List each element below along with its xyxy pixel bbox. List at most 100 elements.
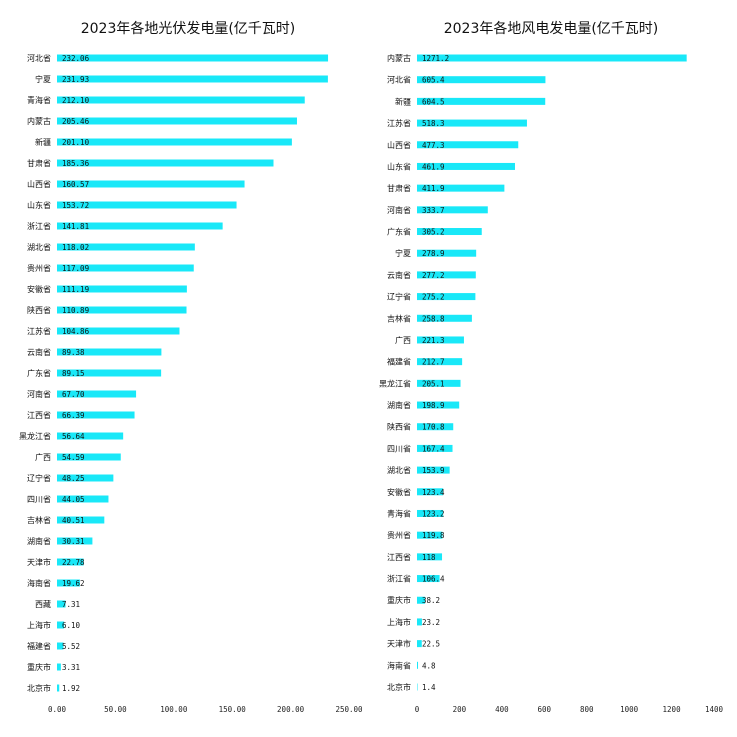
solar-x-tick-label: 0.00 — [48, 705, 67, 714]
solar-category-label: 山东省 — [27, 200, 51, 210]
wind-value-label: 38.2 — [422, 596, 440, 605]
solar-x-tick-label: 50.00 — [104, 705, 127, 714]
wind-value-label: 258.8 — [422, 314, 445, 323]
solar-category-label: 天津市 — [27, 557, 51, 567]
wind-bar — [417, 444, 453, 452]
wind-category-label: 山东省 — [387, 161, 411, 171]
solar-chart: 2023年各地光伏发电量(亿千瓦时) 河北省 232.06 宁夏 231.93 青海省 2… — [19, 21, 363, 714]
solar-category-label: 辽宁省 — [27, 473, 51, 483]
wind-category-label: 内蒙古 — [387, 53, 411, 63]
solar-value-label: 44.05 — [62, 495, 85, 504]
wind-value-label: 119.8 — [422, 531, 445, 540]
solar-category-label: 云南省 — [27, 347, 51, 357]
solar-bar — [57, 264, 194, 272]
wind-bar — [417, 54, 687, 62]
wind-category-label: 黑龙江省 — [379, 378, 411, 388]
solar-category-label: 福建省 — [27, 641, 51, 651]
solar-value-label: 185.36 — [62, 159, 90, 168]
solar-category-label: 四川省 — [27, 494, 51, 504]
solar-value-label: 153.72 — [62, 201, 89, 210]
wind-category-label: 甘肃省 — [387, 183, 411, 193]
solar-category-label: 甘肃省 — [27, 158, 51, 168]
solar-value-label: 6.10 — [62, 621, 81, 630]
wind-bar — [417, 531, 443, 539]
wind-category-label: 辽宁省 — [387, 292, 411, 302]
solar-bar — [57, 327, 180, 335]
solar-bar — [57, 453, 121, 461]
solar-x-tick-label: 250.00 — [335, 705, 363, 714]
wind-category-label: 贵州省 — [387, 530, 411, 540]
wind-bar — [417, 293, 476, 301]
wind-category-label: 青海省 — [387, 508, 411, 518]
wind-bar — [417, 575, 440, 583]
solar-value-label: 231.93 — [62, 75, 89, 84]
solar-bar — [57, 222, 223, 230]
wind-bar — [417, 97, 546, 105]
solar-category-label: 广东省 — [27, 368, 51, 378]
solar-bar — [57, 285, 187, 293]
wind-value-label: 205.1 — [422, 379, 445, 388]
wind-x-tick-label: 1000 — [620, 705, 639, 714]
solar-category-label: 湖南省 — [27, 536, 51, 546]
wind-category-label: 吉林省 — [387, 313, 411, 323]
solar-value-label: 66.39 — [62, 411, 85, 420]
solar-category-label: 新疆 — [35, 137, 51, 147]
solar-bar — [57, 348, 162, 356]
wind-bar — [417, 466, 450, 474]
wind-category-label: 福建省 — [387, 357, 411, 367]
solar-value-label: 22.78 — [62, 558, 85, 567]
wind-value-label: 170.8 — [422, 423, 445, 432]
wind-value-label: 411.9 — [422, 184, 445, 193]
solar-value-label: 117.09 — [62, 264, 89, 273]
solar-value-label: 232.06 — [62, 54, 90, 63]
solar-bar — [57, 117, 297, 125]
solar-value-label: 56.64 — [62, 432, 85, 441]
wind-value-label: 212.7 — [422, 358, 445, 367]
solar-bar — [57, 537, 93, 545]
wind-bar — [417, 206, 488, 214]
solar-value-label: 48.25 — [62, 474, 85, 483]
solar-value-label: 89.15 — [62, 369, 85, 378]
solar-category-label: 北京市 — [27, 683, 51, 693]
wind-value-label: 221.3 — [422, 336, 445, 345]
solar-category-label: 安徽省 — [27, 284, 51, 294]
wind-category-label: 广东省 — [387, 227, 411, 237]
wind-category-label: 江苏省 — [387, 118, 411, 128]
solar-value-label: 160.57 — [62, 180, 89, 189]
wind-bar — [417, 141, 519, 149]
solar-category-label: 青海省 — [27, 95, 51, 105]
solar-category-label: 山西省 — [27, 179, 51, 189]
wind-value-label: 305.2 — [422, 228, 445, 237]
solar-bar — [57, 159, 274, 167]
solar-bar — [57, 54, 329, 62]
wind-bar — [417, 553, 443, 561]
solar-bar — [57, 516, 105, 524]
wind-category-label: 湖南省 — [387, 400, 411, 410]
wind-category-label: 宁夏 — [395, 248, 411, 258]
solar-category-label: 江苏省 — [27, 326, 51, 336]
wind-value-label: 106.4 — [422, 575, 445, 584]
wind-bar — [417, 661, 419, 669]
solar-bar — [57, 306, 187, 314]
wind-category-label: 江西省 — [387, 552, 411, 562]
solar-value-label: 54.59 — [62, 453, 85, 462]
wind-value-label: 4.8 — [422, 661, 436, 670]
solar-value-label: 19.62 — [62, 579, 85, 588]
wind-category-label: 湖北省 — [387, 465, 411, 475]
solar-bar — [57, 663, 61, 671]
wind-bar — [417, 314, 472, 322]
wind-bar — [417, 358, 463, 366]
wind-bar — [417, 184, 505, 192]
wind-value-label: 477.3 — [422, 141, 445, 150]
wind-bar — [417, 640, 422, 648]
solar-bar — [57, 390, 137, 398]
solar-value-label: 111.19 — [62, 285, 89, 294]
solar-bar — [57, 600, 66, 608]
solar-bar — [57, 201, 237, 209]
solar-bar — [57, 75, 328, 83]
wind-category-label: 河北省 — [387, 75, 411, 85]
wind-value-label: 22.5 — [422, 640, 440, 649]
wind-value-label: 333.7 — [422, 206, 445, 215]
wind-category-label: 重庆市 — [387, 595, 411, 605]
solar-value-label: 67.70 — [62, 390, 85, 399]
